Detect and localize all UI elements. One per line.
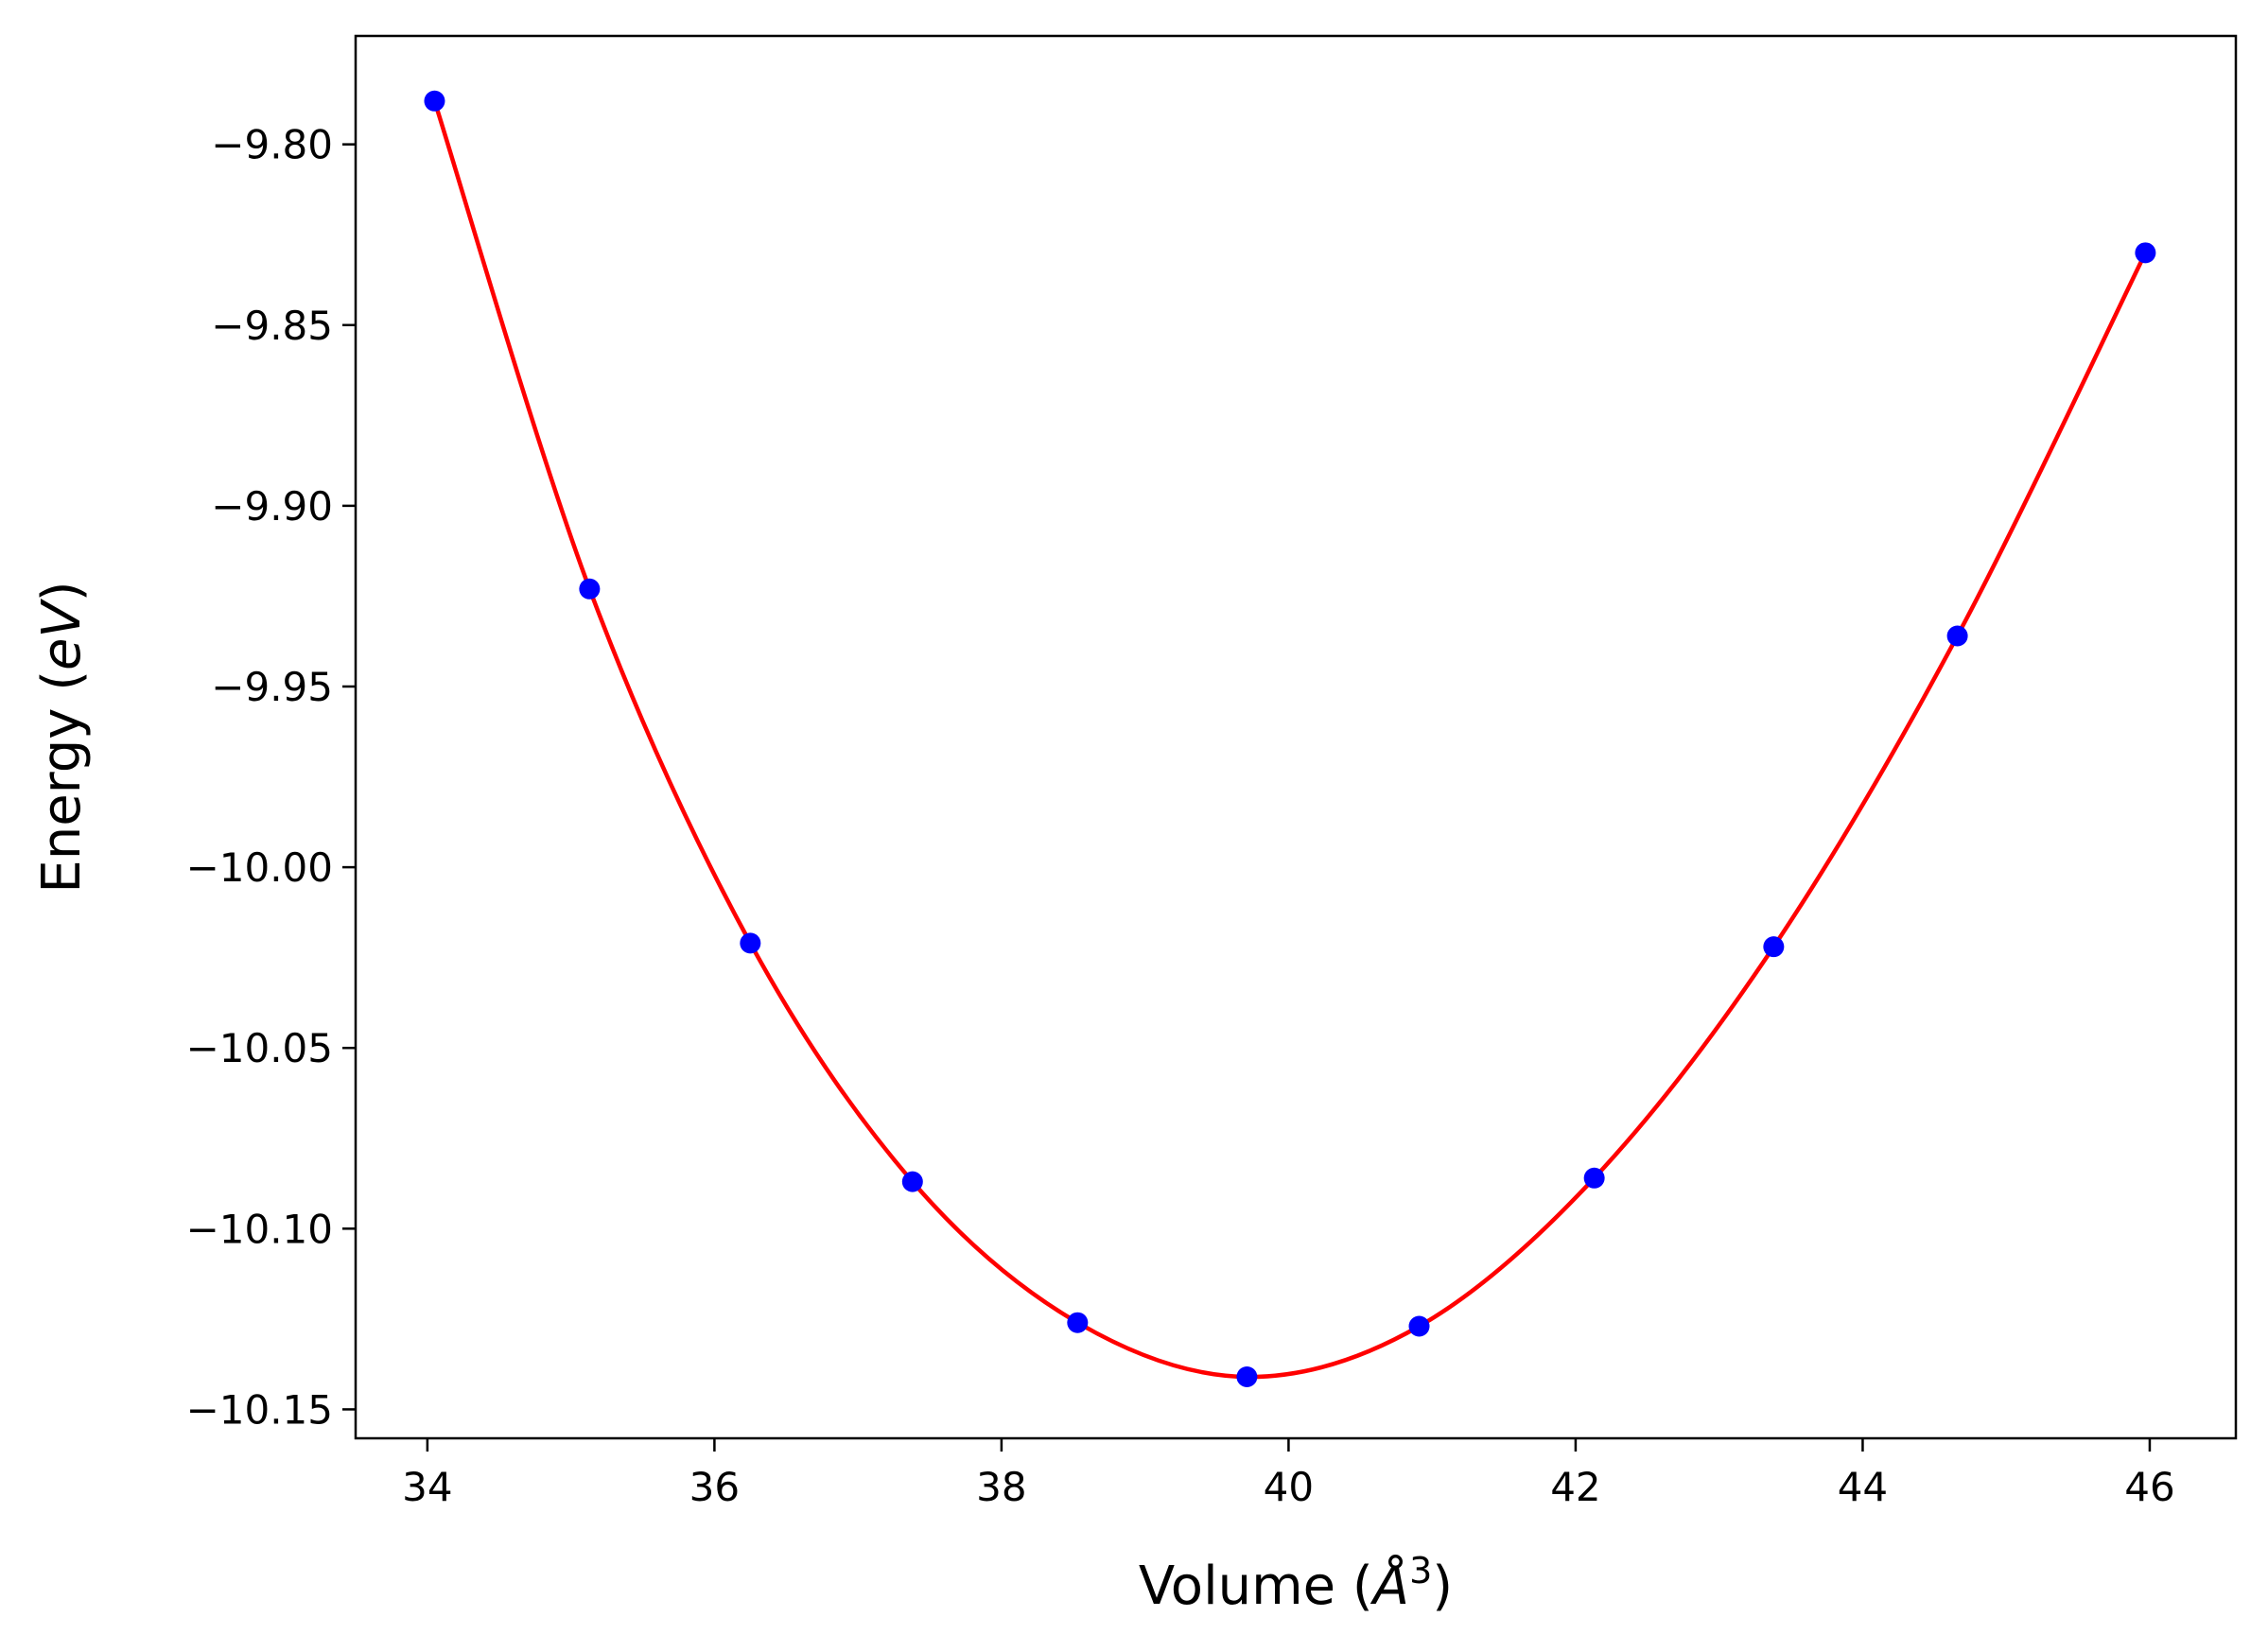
x-tick-label: 44 bbox=[1838, 1464, 1888, 1510]
x-tick-label: 36 bbox=[689, 1464, 740, 1510]
x-tick-label: 46 bbox=[2124, 1464, 2174, 1510]
data-point bbox=[424, 90, 445, 112]
y-tick-label: −9.95 bbox=[211, 664, 333, 710]
axes-frame bbox=[354, 34, 2238, 1440]
x-tick-label: 34 bbox=[402, 1464, 452, 1510]
y-tick-label: −10.10 bbox=[186, 1206, 333, 1252]
data-point bbox=[1763, 936, 1785, 958]
x-tick-label: 38 bbox=[976, 1464, 1026, 1510]
y-axis-label: Energy (eV) bbox=[31, 581, 93, 893]
plot-area bbox=[424, 90, 2156, 1388]
data-point bbox=[740, 932, 761, 954]
data-point bbox=[579, 578, 601, 600]
axes-ticks: 34 36 38 40 42 44 46 −9.80 −9.85 −9.90 −9.95 −10.00… bbox=[186, 122, 2175, 1510]
data-point bbox=[1067, 1312, 1089, 1333]
y-tick-label: −9.85 bbox=[211, 303, 333, 349]
y-tick-label: −9.90 bbox=[211, 483, 333, 530]
y-tick-label: −10.05 bbox=[186, 1025, 333, 1071]
data-point bbox=[2135, 242, 2156, 264]
y-tick-label: −10.00 bbox=[186, 844, 333, 891]
data-point bbox=[901, 1171, 923, 1192]
data-point bbox=[1583, 1167, 1605, 1189]
x-tick-label: 42 bbox=[1550, 1464, 1600, 1510]
x-axis-label: Volume (Å3) bbox=[1139, 1550, 1453, 1617]
data-point bbox=[1408, 1315, 1430, 1337]
y-tick-label: −10.15 bbox=[186, 1386, 333, 1433]
data-point bbox=[1236, 1366, 1258, 1388]
x-tick-label: 40 bbox=[1264, 1464, 1314, 1510]
y-tick-label: −9.80 bbox=[211, 122, 333, 168]
data-point bbox=[1946, 625, 1968, 647]
